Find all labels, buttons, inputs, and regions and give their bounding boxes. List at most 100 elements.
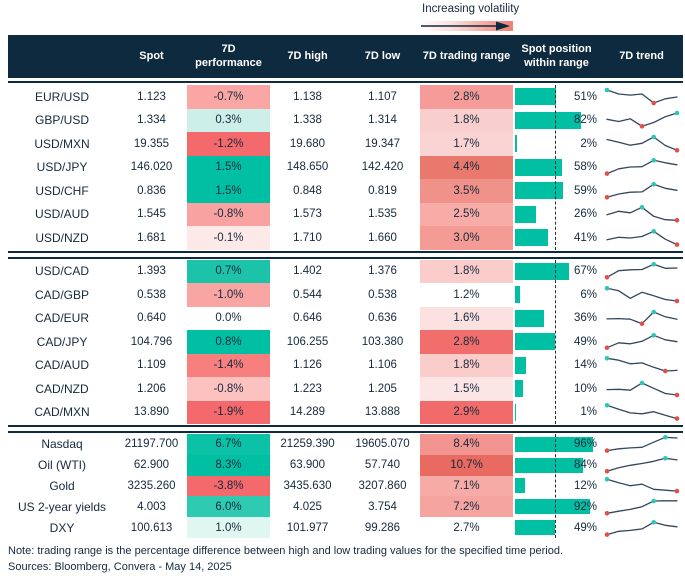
low-value: 142.420 [361,161,404,174]
position-percent-label: 26% [573,208,597,221]
spot-position-cell: 92% [513,496,600,517]
spot-value: 1.206 [137,382,166,395]
table-header: Spot 7D performance 7D high 7D low 7D tr… [8,35,683,78]
min-dot [662,368,668,374]
position-bar-track [515,354,596,378]
footnotes: Note: trading range is the percentage di… [8,544,685,576]
spot-position-cell: 41% [513,226,600,250]
performance-heat-cell: 0.3% [187,108,270,132]
performance-heat-cell: -1.0% [187,283,270,307]
trend-sparkline [600,203,683,227]
trend-sparkline [600,179,683,203]
spot-position-cell: 82% [513,109,600,133]
spot-value: 0.640 [137,312,166,325]
position-percent-label: 2% [580,137,597,150]
performance-heat-cell: 1.0% [187,517,270,538]
position-bar-track [515,434,596,455]
trading-range-heat-cell: 1.8% [420,108,513,132]
max-dot [604,356,609,361]
trend-sparkline [600,156,683,180]
position-percent-label: 51% [573,90,597,103]
position-bar [515,158,562,176]
performance-heat-cell: -3.8% [187,475,270,497]
low-value: 19605.070 [355,438,410,451]
max-dot [650,262,656,267]
min-dot [650,100,656,106]
spot-value: 19.355 [133,137,170,150]
min-dot [674,416,679,422]
trading-range-heat-cell: 1.6% [420,306,513,330]
max-dot [650,519,656,525]
table-group-1: EUR/USD 1.123 -0.7% 1.138 1.107 2.8% 51%… [8,85,685,250]
table-body: EUR/USD 1.123 -0.7% 1.138 1.107 2.8% 51%… [8,85,685,538]
high-value: 21259.390 [280,438,335,451]
instrument-label: CAD/EUR [34,311,89,326]
instrument-label: USD/CAD [34,264,89,279]
min-dot [674,298,679,304]
spot-value: 1.123 [137,90,166,103]
table-row: DXY 100.613 1.0% 101.977 99.286 2.7% 49% [8,517,683,538]
table-row: USD/AUD 1.545 -0.8% 1.573 1.535 2.5% 26% [8,202,683,227]
trend-sparkline [600,330,683,354]
position-bar [515,478,525,494]
low-value: 1.660 [368,231,397,244]
high-value: 101.977 [286,521,329,534]
header-7d-trend: 7D trend [619,49,664,62]
header-7d-performance: 7D performance [195,42,262,69]
spot-position-cell: 12% [513,476,600,497]
group-separator [8,250,683,259]
trading-range-heat-cell: 1.2% [420,283,513,307]
position-percent-label: 36% [573,312,597,325]
instrument-label: GBP/USD [34,113,89,128]
spot-value: 1.393 [137,265,166,278]
position-bar [515,356,527,374]
spot-position-cell: 14% [513,354,600,378]
high-value: 1.338 [293,114,322,127]
spot-position-cell: 6% [513,283,600,307]
high-value: 1.138 [293,90,322,103]
instrument-label: EUR/USD [34,89,89,104]
header-divider [8,81,683,83]
performance-heat-cell: 6.0% [187,496,270,518]
spot-value: 104.796 [130,335,173,348]
performance-heat-cell: -0.1% [187,226,270,250]
low-value: 1.376 [368,265,397,278]
spot-position-cell: 36% [513,307,600,331]
table-row: US 2-year yields 4.003 6.0% 4.025 3.754 … [8,496,683,518]
position-bar-track [515,307,596,331]
trading-range-heat-cell: 4.4% [420,155,513,179]
position-bar-track [515,476,596,497]
high-value: 1.710 [293,231,322,244]
trading-range-heat-cell: 2.5% [420,202,513,226]
position-bar [515,333,555,351]
spot-value: 0.836 [137,184,166,197]
max-dot [650,309,656,315]
position-bar [515,88,557,106]
min-dot [604,510,609,516]
note-text: Note: trading range is the percentage di… [8,544,564,557]
performance-heat-cell: 8.3% [187,454,270,476]
trend-sparkline [600,455,683,476]
trend-sparkline [600,132,683,156]
position-bar [515,205,537,223]
min-dot [604,171,609,177]
position-bar-track [515,226,596,250]
low-value: 103.380 [361,335,404,348]
min-dot [604,345,609,350]
trading-range-heat-cell: 2.8% [420,85,513,109]
instrument-label: CAD/NZD [35,381,89,396]
spot-position-cell: 49% [513,517,600,538]
table-group-2: USD/CAD 1.393 0.7% 1.402 1.376 1.8% 67% … [8,259,685,425]
performance-heat-cell: 0.0% [187,306,270,330]
high-value: 1.573 [293,208,322,221]
high-value: 4.025 [293,500,322,513]
trading-range-heat-cell: 2.9% [420,400,513,424]
trading-range-heat-cell: 2.8% [420,330,513,354]
min-dot [674,147,679,153]
spot-value: 1.334 [137,114,166,127]
max-dot [639,205,644,210]
spot-value: 100.613 [130,521,173,534]
instrument-label: US 2-year yields [17,499,107,514]
trend-sparkline [600,401,683,425]
